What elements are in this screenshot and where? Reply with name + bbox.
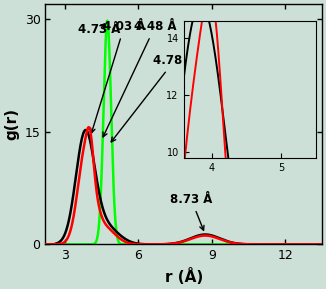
Text: 8.73 Å: 8.73 Å [170, 193, 213, 230]
Text: 4.78 Å: 4.78 Å [111, 54, 196, 142]
Text: 4.73 Å: 4.73 Å [79, 23, 121, 36]
Text: 4.48 Å: 4.48 Å [103, 21, 176, 137]
X-axis label: r (Å): r (Å) [165, 268, 203, 285]
Text: 4.03 Å: 4.03 Å [91, 21, 145, 133]
Y-axis label: g(r): g(r) [4, 108, 19, 140]
